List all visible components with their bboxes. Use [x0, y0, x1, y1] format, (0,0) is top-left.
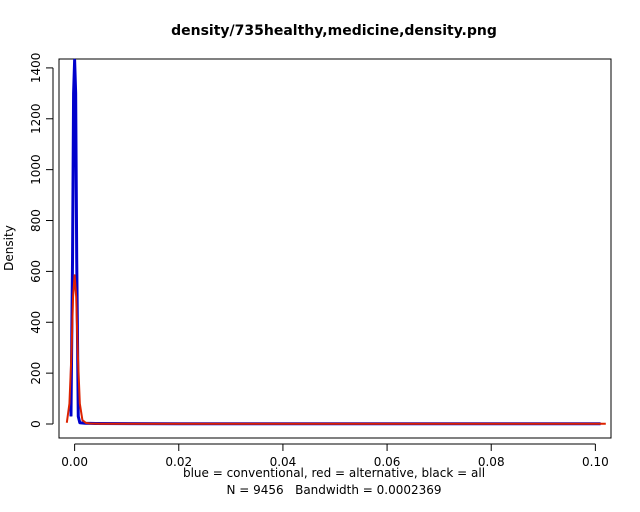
y-tick-label: 800: [29, 209, 43, 232]
n-bandwidth-label: N = 9456 Bandwidth = 0.0002369: [226, 483, 441, 497]
x-tick-label: 0.00: [61, 455, 88, 469]
x-tick-label: 0.02: [165, 455, 192, 469]
x-tick-label: 0.04: [270, 455, 297, 469]
x-tick-label: 0.10: [582, 455, 609, 469]
x-tick-label: 0.08: [478, 455, 505, 469]
density-line-conventional: [69, 58, 601, 426]
y-tick-label: 1200: [29, 104, 43, 135]
y-axis: 0 200 400 600 800 1000 1200 1400: [29, 53, 54, 428]
density-line-all: [69, 59, 601, 425]
density-line-alternative: [65, 274, 606, 425]
x-axis: 0.00 0.02 0.04 0.06 0.08 0.10: [61, 443, 609, 469]
y-tick-label: 400: [29, 311, 43, 334]
y-tick-label: 200: [29, 362, 43, 385]
y-tick-label: 1000: [29, 154, 43, 185]
y-tick-label: 0: [29, 420, 43, 428]
series-layer: [65, 58, 606, 426]
y-tick-label: 600: [29, 260, 43, 283]
chart-title: density/735healthy,medicine,density.png: [171, 23, 497, 39]
x-tick-label: 0.06: [374, 455, 401, 469]
y-axis-label: Density: [2, 225, 16, 271]
x-axis-label: blue = conventional, red = alternative, …: [183, 466, 485, 480]
y-tick-label: 1400: [29, 53, 43, 84]
plot-frame: [58, 58, 612, 439]
